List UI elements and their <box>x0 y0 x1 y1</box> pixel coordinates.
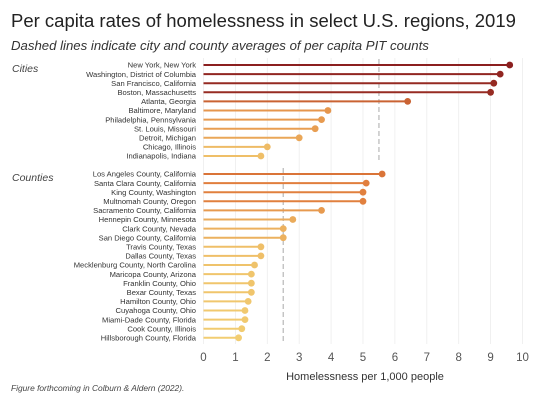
row-label: New York, New York <box>128 61 197 70</box>
lollipop-dot <box>247 279 255 287</box>
x-tick-label: 5 <box>360 352 366 364</box>
row-label: Dallas County, Texas <box>125 252 196 261</box>
row-label: Clark County, Nevada <box>122 224 196 233</box>
lollipop-dots <box>235 61 514 342</box>
lollipop-dot <box>244 298 252 305</box>
row-label: Indianapolis, Indiana <box>126 152 196 161</box>
lollipop-dot <box>251 261 258 269</box>
row-label: San Francisco, California <box>111 79 197 88</box>
lollipop-dot <box>487 88 494 96</box>
row-label: Sacramento County, California <box>93 206 197 215</box>
lollipop-dot <box>359 197 367 205</box>
lollipop-dot <box>506 61 514 69</box>
grid-lines <box>203 58 523 344</box>
x-tick-label: 8 <box>455 352 461 364</box>
lollipop-dot <box>362 179 370 187</box>
lollipop-dot <box>295 134 303 142</box>
row-label: Maricopa County, Arizona <box>110 270 197 279</box>
lollipop-dot <box>279 225 287 233</box>
row-label: Chicago, Illinois <box>143 143 196 152</box>
footnote: Figure forthcoming in Colburn & Aldern (… <box>11 383 185 393</box>
x-tick-label: 9 <box>487 352 493 364</box>
row-label: Hillsborough County, Florida <box>101 334 197 343</box>
row-label: Baltimore, Maryland <box>128 106 196 115</box>
x-tick-label: 6 <box>392 352 398 364</box>
row-label: Multnomah County, Oregon <box>103 197 196 206</box>
chart-subtitle: Dashed lines indicate city and county av… <box>11 38 429 53</box>
lollipop-dot <box>279 234 287 242</box>
row-label: King County, Washington <box>111 188 196 197</box>
lollipop-dot <box>241 316 249 323</box>
x-tick-label: 0 <box>200 352 206 364</box>
x-tick-label: 3 <box>296 352 302 364</box>
lollipop-dot <box>238 325 246 333</box>
row-label: Atlanta, Georgia <box>141 97 197 106</box>
lollipop-dot <box>318 207 325 214</box>
lollipop-dot <box>289 216 297 223</box>
lollipop-dot <box>311 125 319 133</box>
row-label: Travis County, Texas <box>126 243 196 252</box>
row-label: St. Louis, Missouri <box>134 124 196 133</box>
row-label: Cook County, Illinois <box>127 324 196 333</box>
row-label: Boston, Massachusetts <box>117 88 196 97</box>
lollipop-dot <box>257 252 265 260</box>
lollipop-dot <box>247 288 255 296</box>
lollipop-dot <box>490 79 498 87</box>
lollipop-dot <box>235 334 242 342</box>
group-label: Counties <box>12 172 54 184</box>
lollipop-dot <box>324 107 332 114</box>
x-axis: 0 1 2 3 4 5 6 7 8 9 10 Homelessness per 1,000 peopl… <box>200 352 529 383</box>
row-label: Mecklenburg County, North Carolina <box>74 261 197 270</box>
x-axis-label: Homelessness per 1,000 people <box>286 371 444 383</box>
row-label: Cuyahoga County, Ohio <box>116 306 197 315</box>
row-label: San Diego County, California <box>99 233 197 242</box>
average-lines <box>282 59 380 344</box>
row-label: Detroit, Michigan <box>139 134 196 143</box>
x-tick-label: 7 <box>424 352 430 364</box>
x-tick-label: 2 <box>264 352 270 364</box>
lollipop-dot <box>496 70 504 78</box>
row-label: Franklin County, Ohio <box>123 279 196 288</box>
row-label: Hennepin County, Minnesota <box>99 215 197 224</box>
row-label: Hamilton County, Ohio <box>120 297 196 306</box>
row-label: Miami-Dade County, Florida <box>102 315 197 324</box>
lollipop-dot <box>257 243 265 251</box>
row-label: Bexar County, Texas <box>127 288 197 297</box>
lollipop-stems <box>203 64 510 339</box>
lollipop-dot <box>257 152 265 160</box>
lollipop-dot <box>263 143 271 151</box>
x-tick-label: 10 <box>516 352 529 364</box>
x-tick-label: 1 <box>232 352 238 364</box>
row-label: Los Angeles County, California <box>93 170 197 179</box>
lollipop-dot <box>241 307 249 314</box>
lollipop-dot <box>378 170 386 178</box>
row-label: Philadelphia, Pennsylvania <box>105 115 197 124</box>
lollipop-dot <box>359 188 367 196</box>
chart-title: Per capita rates of homelessness in sele… <box>11 10 516 31</box>
lollipop-dot <box>247 270 255 278</box>
x-tick-label: 4 <box>328 352 335 364</box>
row-label: Santa Clara County, California <box>94 179 197 188</box>
group-label: Cities <box>12 63 39 75</box>
lollipop-dot <box>404 98 412 105</box>
lollipop-dot <box>318 116 325 123</box>
row-label: Washington, District of Columbia <box>86 70 197 79</box>
